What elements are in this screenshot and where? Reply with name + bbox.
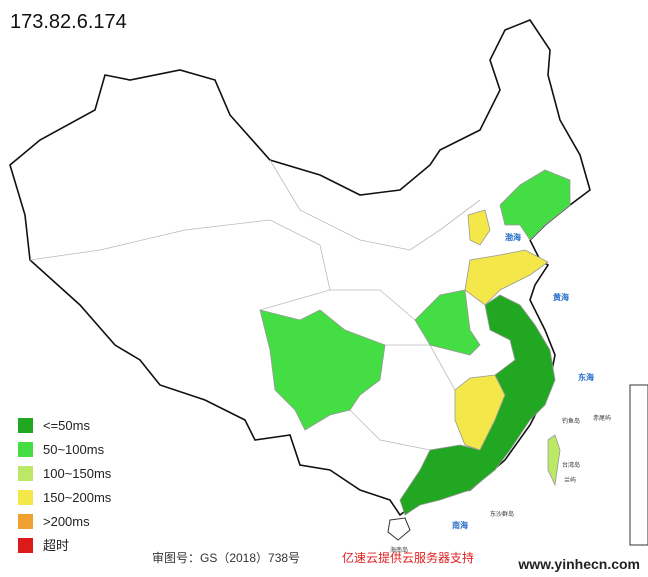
region: [464, 249, 549, 306]
country-outline: [9, 19, 591, 517]
legend-swatch: [18, 466, 33, 481]
island-label: 东沙群岛: [490, 510, 514, 518]
legend: <=50ms 50~100ms 100~150ms 150~200ms >200ms 超时: [18, 418, 112, 553]
island-label: 钓鱼岛: [562, 417, 580, 425]
island-label: 海南岛: [390, 546, 408, 554]
island-label: 台湾岛: [562, 461, 580, 469]
legend-label: 50~100ms: [43, 442, 105, 457]
region: [467, 209, 491, 246]
region: [499, 169, 571, 241]
region: [399, 294, 556, 516]
legend-label: 100~150ms: [43, 466, 112, 481]
hainan: [387, 517, 411, 541]
island-label: 兰屿: [564, 476, 576, 484]
island-label: 赤尾屿: [593, 414, 611, 422]
legend-label: 超时: [43, 538, 69, 553]
south-sea-inset: [629, 384, 648, 546]
sponsor-text: 亿速云提供云服务器支持: [342, 550, 474, 565]
legend-swatch: [18, 442, 33, 457]
legend-label: <=50ms: [43, 418, 90, 433]
region: [259, 309, 386, 431]
region: [414, 289, 481, 356]
legend-label: >200ms: [43, 514, 90, 529]
approval-number: 审图号：GS（2018）738号: [152, 550, 300, 565]
legend-swatch: [18, 418, 33, 433]
sea-label: 渤海: [505, 232, 521, 242]
legend-swatch: [18, 514, 33, 529]
legend-label: 150~200ms: [43, 490, 112, 505]
title: 173.82.6.174: [10, 11, 127, 33]
sea-label: 黄海: [553, 292, 569, 302]
sea-label: 东海: [578, 372, 594, 382]
legend-swatch: [18, 490, 33, 505]
site-url: www.yinhecn.com: [517, 556, 640, 572]
region: [547, 434, 561, 487]
legend-swatch: [18, 538, 33, 553]
sea-label: 南海: [452, 520, 468, 530]
